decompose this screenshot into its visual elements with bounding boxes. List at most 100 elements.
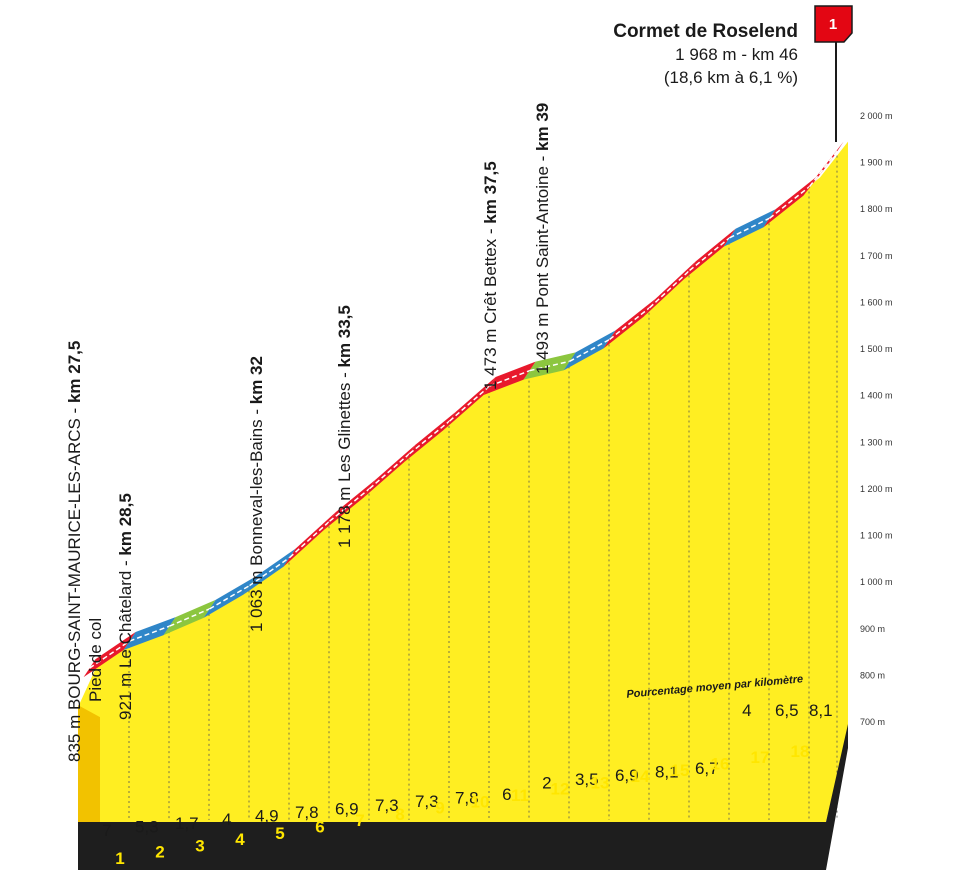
waypoint-labels: 835 m BOURG-SAINT-MAURICE-LES-ARCS - km … [65, 103, 552, 762]
gradient-value: 6 [502, 785, 511, 804]
summit-flag [814, 5, 853, 43]
gradient-labels: 7 5,3 1,7 4 4,9 7,8 6,9 7,3 7,3 7,8 6 2 3,5 6,9 8,1 6,7… [102, 701, 833, 840]
y-tick-label: 1 400 m [860, 391, 893, 401]
ribbon-centerline [529, 360, 570, 372]
waypoint-km: km 28,5 [116, 493, 135, 555]
summit-detail: 1 968 m - km 46 [675, 45, 798, 64]
gradient-ribbon [83, 141, 844, 678]
km-label: 7 [355, 811, 364, 830]
gradient-value: 6,9 [615, 766, 639, 785]
y-tick-label: 1 200 m [860, 484, 893, 494]
ribbon-centerline [289, 520, 331, 559]
gradient-value: 7 [102, 821, 111, 840]
y-tick-label: 1 600 m [860, 297, 893, 307]
km-label: 1 [115, 849, 124, 868]
km-label: 3 [195, 836, 204, 855]
ribbon-centerline [689, 237, 731, 272]
profile-front-face [78, 705, 100, 822]
waypoint-label: 1 178 m Les Glinettes - km 33,5 [335, 305, 354, 548]
waypoint-km: km 37,5 [481, 161, 500, 223]
waypoint-km: km 39 [533, 103, 552, 151]
gradient-segment [483, 361, 536, 396]
gradient-value: 6,9 [335, 799, 359, 818]
gradient-value: 1,7 [175, 814, 199, 833]
ribbon-centerline [449, 385, 491, 422]
category-number: 1 [829, 16, 837, 33]
gradient-segment [563, 330, 616, 371]
profile-layer [78, 141, 848, 823]
waypoint-label: 1 493 m Pont Saint-Antoine - km 39 [533, 103, 552, 374]
ribbon-centerline [249, 556, 291, 587]
gradient-value: 4 [742, 701, 751, 720]
waypoint-name: 1 178 m Les Glinettes - [335, 368, 354, 548]
gradient-segment [123, 617, 176, 651]
climb-detail: (18,6 km à 6,1 %) [664, 68, 798, 87]
y-tick-label: 800 m [860, 670, 885, 680]
ribbon-centerline [769, 185, 811, 219]
waypoint-km: km 32 [247, 356, 266, 404]
y-tick-label: 1 900 m [860, 158, 893, 168]
base-band [78, 724, 848, 870]
y-tick-label: 2 000 m [860, 111, 893, 121]
waypoint-label: 921 m Le Châtelard - km 28,5 [116, 493, 135, 720]
summit-name: Cormet de Roselend [613, 21, 798, 42]
ribbon-centerline [89, 640, 131, 669]
ribbon-centerline [369, 453, 411, 490]
base-band-shape [78, 724, 848, 870]
km-grid [128, 155, 838, 820]
y-tick-label: 1 100 m [860, 531, 893, 541]
gradient-value: 8,1 [655, 763, 679, 782]
waypoint-label: Pied de col [86, 618, 105, 702]
ribbon-centerline [329, 488, 371, 522]
km-labels: 1 2 3 4 5 6 7 8 9 10 11 12 13 14 15 16 17 18 [115, 742, 809, 868]
ribbon-centerline [649, 269, 691, 309]
km-label: 17 [751, 748, 770, 767]
gradient-value: 5,3 [135, 817, 159, 836]
km-label: 4 [235, 830, 245, 849]
km-label: 18 [791, 742, 810, 761]
gradient-segment [803, 141, 844, 196]
gradient-value: 6,7 [695, 759, 719, 778]
km-label: 14 [631, 767, 650, 786]
y-tick-label: 1 500 m [860, 344, 893, 354]
y-tick-label: 700 m [860, 717, 885, 727]
waypoint-km: km 33,5 [335, 305, 354, 367]
gradient-value: 8,1 [809, 701, 833, 720]
gradient-value: 7,8 [455, 789, 479, 808]
km-label: 5 [275, 824, 284, 843]
waypoint-name: 1 473 m Crêt Bettex - [481, 224, 500, 390]
y-tick-label: 1 300 m [860, 437, 893, 447]
gradient-value: 7,3 [375, 796, 399, 815]
gradient-segment [163, 599, 216, 636]
gradient-segment [203, 576, 256, 618]
km-label: 10 [471, 792, 490, 811]
y-tick-label: 1 700 m [860, 251, 893, 261]
waypoint-name: 1 063 m Bonneval-les-Bains - [247, 404, 266, 632]
gradient-value: 3,5 [575, 770, 599, 789]
km-label: 11 [511, 786, 529, 805]
gradient-value: 6,5 [775, 701, 799, 720]
ribbon-centerline [169, 608, 210, 627]
waypoint-name: Pied de col [86, 618, 105, 702]
gradient-value: 2 [542, 773, 551, 792]
waypoint-km: km 27,5 [65, 341, 84, 403]
gradient-value: 7,3 [415, 792, 439, 811]
km-label: 8 [395, 805, 404, 824]
waypoint-label: 1 473 m Crêt Bettex - km 37,5 [481, 161, 500, 390]
gradient-value: 4 [222, 810, 231, 829]
y-tick-label: 1 000 m [860, 577, 893, 587]
km-label: 12 [551, 780, 570, 799]
y-tick-label: 1 800 m [860, 204, 893, 214]
ribbon-centerline [609, 307, 651, 341]
gradient-value: 7,8 [295, 803, 319, 822]
summit-block: 1 Cormet de Roselend 1 968 m - km 46 (18… [613, 5, 853, 142]
gradient-value: 4,9 [255, 807, 279, 826]
profile-area [78, 141, 848, 823]
waypoint-label: 1 063 m Bonneval-les-Bains - km 32 [247, 356, 266, 632]
km-label: 2 [155, 843, 164, 862]
waypoint-name: 1 493 m Pont Saint-Antoine - [533, 151, 552, 374]
gradient-segment [723, 209, 776, 247]
ribbon-centerline [129, 625, 170, 642]
km-label: 16 [711, 755, 730, 774]
